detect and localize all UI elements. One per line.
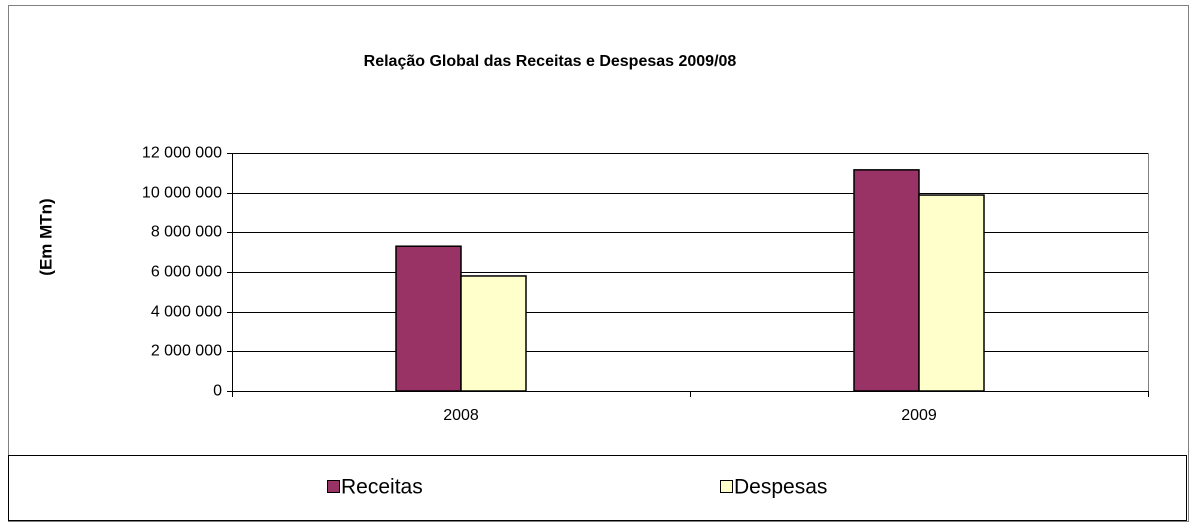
legend-swatch: [720, 480, 733, 493]
bar: [460, 275, 527, 392]
x-tick-label: 2008: [443, 407, 479, 424]
x-tick-label: 2009: [901, 407, 937, 424]
legend-box: [8, 455, 1187, 521]
bar: [853, 169, 920, 392]
y-tick-label: 10 000 000: [142, 185, 222, 202]
chart-title: Relação Global das Receitas e Despesas 2…: [364, 53, 737, 70]
bar: [395, 245, 462, 392]
y-tick-label: 4 000 000: [151, 304, 222, 321]
y-axis-label: (Em MTn): [36, 198, 55, 275]
legend-label: Receitas: [341, 476, 423, 499]
y-tick-label: 0: [213, 383, 222, 400]
y-tick-label: 8 000 000: [151, 224, 222, 241]
y-tick-label: 12 000 000: [142, 145, 222, 162]
legend-label: Despesas: [734, 476, 827, 499]
y-tick-label: 6 000 000: [151, 264, 222, 281]
y-tick-label: 2 000 000: [151, 343, 222, 360]
legend-swatch: [327, 480, 340, 493]
bar: [918, 194, 985, 392]
